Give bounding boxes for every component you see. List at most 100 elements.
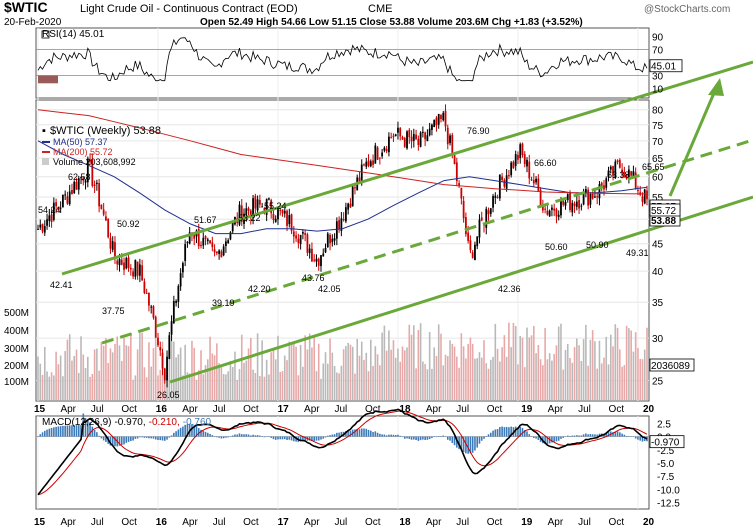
- volume-bar: [422, 361, 424, 400]
- price-bar-body: [301, 232, 304, 234]
- macd-axis-tick: -5.0: [657, 459, 675, 470]
- macd-histogram-bar: [322, 436, 325, 439]
- macd-histogram-bar: [467, 436, 469, 454]
- price-bar-body: [467, 232, 470, 241]
- price-bar-body: [598, 184, 601, 199]
- price-bar-body: [397, 127, 399, 133]
- price-bar-body: [288, 215, 291, 225]
- volume-bar: [503, 335, 506, 400]
- volume-bar: [227, 371, 229, 400]
- macd-axis-tick: -10.0: [657, 485, 680, 496]
- price-bar-body: [530, 179, 533, 181]
- volume-bar: [281, 371, 284, 400]
- price-bar-body: [401, 136, 404, 140]
- price-bar-body: [372, 160, 374, 165]
- macd-histogram-bar: [630, 436, 632, 438]
- price-bar-body: [283, 210, 286, 214]
- price-axis-tick: 55: [652, 193, 664, 204]
- price-bar-body: [322, 253, 325, 257]
- macd-histogram-bar: [573, 435, 576, 437]
- x-axis-label-top: Oct: [365, 404, 381, 415]
- price-bar-body: [98, 183, 101, 207]
- price-bar-body: [444, 110, 447, 127]
- x-axis-label-top: Jul: [213, 404, 226, 415]
- macd-histogram-bar: [143, 436, 146, 438]
- macd-histogram-bar: [134, 436, 137, 439]
- macd-histogram-bar: [422, 436, 424, 440]
- volume-bar: [419, 323, 422, 400]
- price-bar-body: [446, 127, 449, 145]
- x-axis-label-top: Oct: [121, 404, 137, 415]
- price-bar-body: [138, 264, 141, 276]
- price-bar-body: [306, 234, 309, 253]
- price-axis-tick: 25: [652, 377, 664, 388]
- price-bar-body: [569, 192, 571, 210]
- exchange-label: CME: [368, 3, 392, 15]
- volume-bar: [139, 333, 141, 400]
- price-bar-body: [197, 229, 200, 247]
- price-bar-body: [333, 238, 336, 241]
- volume-bar: [64, 351, 66, 400]
- macd-histogram-bar: [594, 434, 596, 437]
- macd-histogram-bar: [75, 425, 78, 437]
- volume-bar: [297, 375, 300, 400]
- price-bar-body: [541, 204, 544, 211]
- volume-bar: [324, 352, 327, 400]
- volume-bar: [222, 374, 225, 400]
- macd-histogram-bar: [324, 436, 327, 438]
- macd-histogram-bar: [625, 435, 628, 437]
- macd-histogram-bar: [98, 435, 100, 437]
- price-bar-body: [286, 210, 288, 226]
- volume-bar: [259, 376, 261, 400]
- macd-histogram-bar: [347, 430, 349, 437]
- macd-histogram-bar: [365, 428, 368, 437]
- volume-bar: [265, 359, 268, 400]
- price-bar-body: [354, 187, 356, 189]
- macd-histogram-bar: [385, 435, 388, 437]
- macd-histogram-bar: [607, 432, 610, 437]
- price-bar-body: [453, 155, 456, 164]
- macd-histogram-bar: [148, 436, 150, 439]
- volume-bar: [349, 344, 352, 400]
- price-bar-body: [290, 214, 293, 231]
- price-annotation: 54.24: [38, 205, 61, 215]
- macd-histogram-bar: [526, 431, 528, 437]
- volume-bar: [188, 373, 191, 400]
- macd-histogram-bar: [505, 426, 508, 437]
- volume-bar: [279, 371, 282, 400]
- macd-histogram-bar: [283, 436, 286, 440]
- price-bar-body: [519, 144, 522, 158]
- volume-bar: [41, 374, 44, 400]
- macd-histogram-bar: [182, 426, 184, 437]
- ma50-legend: MA(50) 57.37: [53, 137, 108, 147]
- volume-bar: [157, 375, 159, 400]
- price-bar-body: [458, 183, 460, 187]
- macd-histogram-bar: [154, 436, 157, 440]
- macd-histogram-bar: [487, 434, 490, 437]
- macd-histogram-bar: [431, 436, 433, 439]
- price-axis-tick: 35: [652, 298, 664, 309]
- symbol-title: $WTIC: [4, 0, 48, 15]
- volume-bar: [299, 344, 302, 400]
- price-axis-tick: 60: [652, 173, 664, 184]
- volume-bar: [170, 341, 173, 400]
- x-axis-label-top: 19: [521, 404, 533, 415]
- price-bar-body: [277, 208, 279, 220]
- price-bar-body: [535, 178, 537, 183]
- macd-histogram-bar: [453, 436, 456, 446]
- price-bar-body: [351, 186, 354, 207]
- volume-bar: [548, 353, 551, 400]
- ma200-line: [37, 109, 648, 195]
- volume-bar: [206, 359, 209, 400]
- macd-axis-tick: 2.5: [657, 419, 671, 430]
- volume-bar: [53, 375, 55, 400]
- price-bar-body: [317, 258, 320, 266]
- stockcharts-watermark: @StockCharts.com: [644, 4, 730, 15]
- grid-lines: [36, 28, 649, 509]
- price-bar-body: [39, 224, 42, 228]
- volume-bar: [342, 349, 345, 400]
- price-annotation: 50.60: [545, 242, 568, 252]
- volume-bar: [413, 325, 415, 400]
- volume-bar: [37, 356, 39, 400]
- volume-bar: [75, 349, 78, 400]
